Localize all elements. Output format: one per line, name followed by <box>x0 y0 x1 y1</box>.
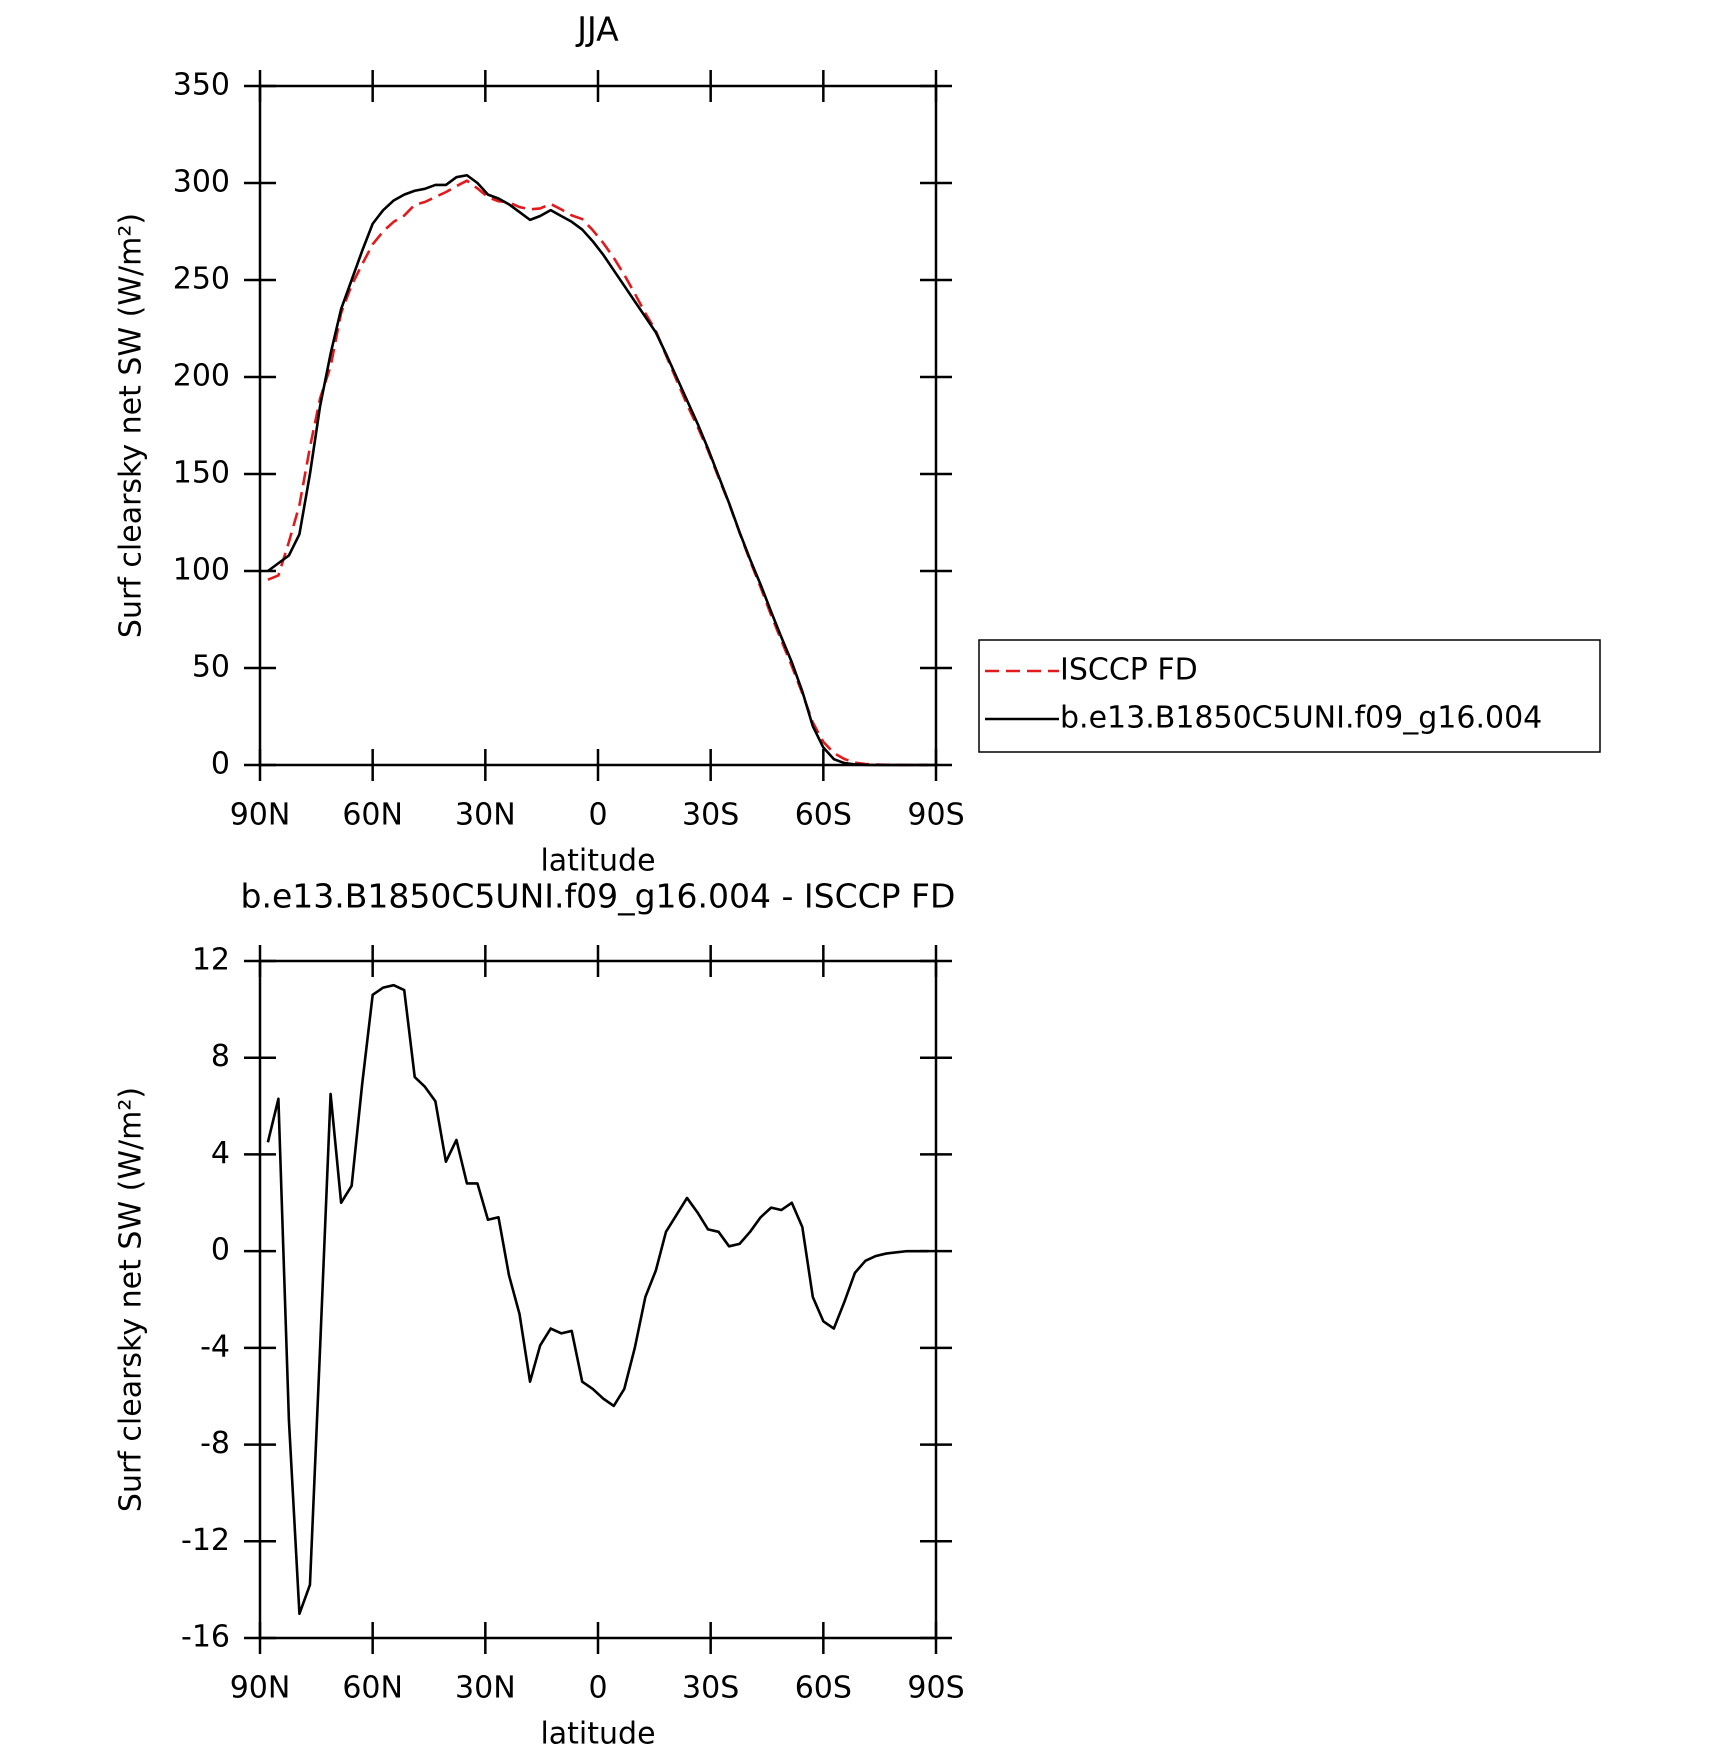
x-tick-label: 0 <box>588 798 607 833</box>
x-tick-label: 30S <box>682 1671 739 1706</box>
x-tick-label: 90N <box>230 1671 291 1706</box>
y-tick-label: 300 <box>173 165 230 200</box>
y-tick-label: 250 <box>173 262 230 297</box>
y-tick-label: 12 <box>192 943 230 978</box>
y-tick-label: 8 <box>211 1039 230 1074</box>
x-tick-label: 60N <box>342 1671 403 1706</box>
y-tick-label: 350 <box>173 68 230 103</box>
y-axis-label: Surf clearsky net SW (W/m²) <box>114 213 149 638</box>
y-tick-label: -12 <box>181 1523 230 1558</box>
y-tick-label: -4 <box>200 1329 230 1364</box>
x-tick-label: 30N <box>455 798 516 833</box>
chart-title: JJA <box>575 10 619 49</box>
y-tick-label: 50 <box>192 650 230 685</box>
y-tick-label: 0 <box>211 1233 230 1268</box>
plot-frame <box>258 84 938 767</box>
x-tick-label: 90S <box>907 1671 964 1706</box>
y-tick-label: -8 <box>200 1426 230 1461</box>
y-tick-label: -16 <box>181 1620 230 1655</box>
legend-label: b.e13.B1850C5UNI.f09_g16.004 <box>1060 701 1542 736</box>
y-axis-label: Surf clearsky net SW (W/m²) <box>114 1087 149 1512</box>
line-series <box>267 179 929 767</box>
x-tick-label: 90N <box>230 798 291 833</box>
plot-frame <box>258 959 938 1640</box>
y-tick-label: 100 <box>173 553 230 588</box>
line-series <box>266 983 929 1616</box>
x-tick-label: 60S <box>795 1671 852 1706</box>
chart-title: b.e13.B1850C5UNI.f09_g16.004 - ISCCP FD <box>241 877 956 916</box>
legend-label: ISCCP FD <box>1060 653 1198 688</box>
x-tick-label: 60N <box>342 798 403 833</box>
x-axis-label: latitude <box>540 844 655 879</box>
y-tick-label: 150 <box>173 456 230 491</box>
y-tick-label: 200 <box>173 359 230 394</box>
line-series <box>267 173 929 767</box>
y-tick-label: 4 <box>211 1136 230 1171</box>
y-tick-label: 0 <box>211 747 230 782</box>
x-tick-label: 30N <box>455 1671 516 1706</box>
x-tick-label: 0 <box>588 1671 607 1706</box>
x-axis-label: latitude <box>540 1717 655 1752</box>
legend-box <box>978 639 1601 753</box>
x-tick-label: 60S <box>795 798 852 833</box>
x-tick-label: 90S <box>907 798 964 833</box>
x-tick-label: 30S <box>682 798 739 833</box>
